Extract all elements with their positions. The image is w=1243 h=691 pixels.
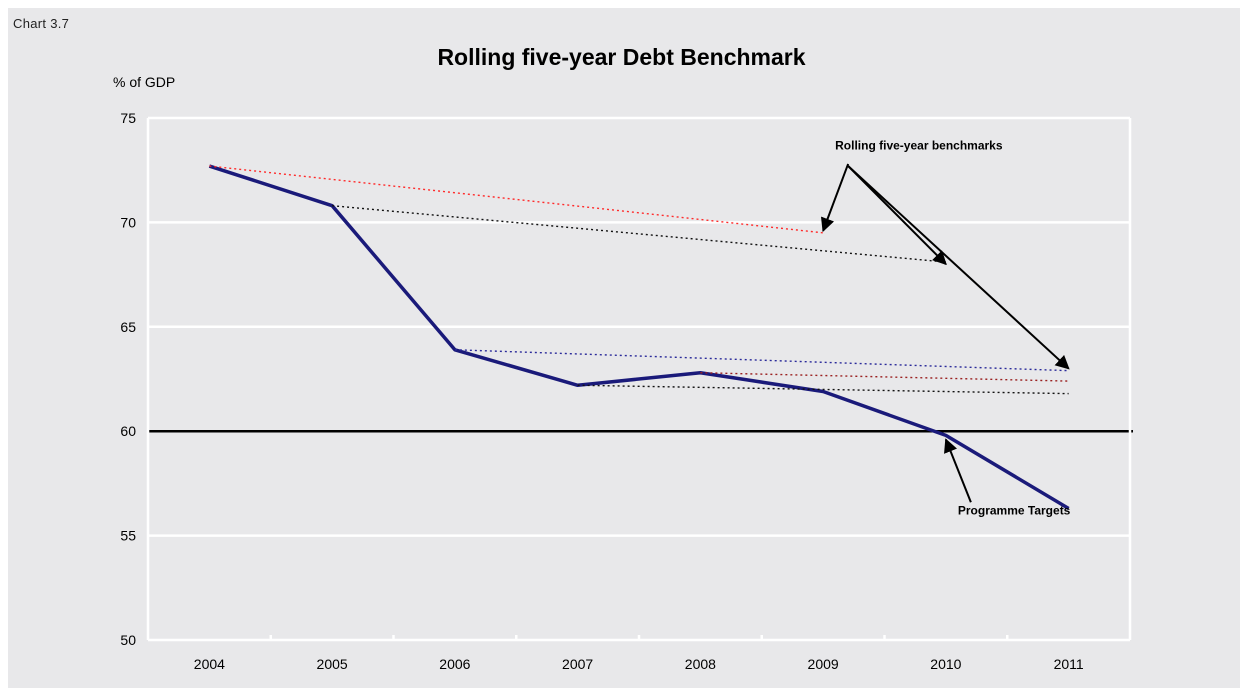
series-line-bench_2006 bbox=[454, 349, 1069, 372]
series-line-bench_2008 bbox=[700, 372, 1069, 382]
chart-panel bbox=[8, 8, 1240, 688]
x-tick-label-2008: 2008 bbox=[685, 656, 716, 672]
y-axis-label: % of GDP bbox=[113, 74, 176, 90]
chart-title: Rolling five-year Debt Benchmark bbox=[437, 44, 806, 70]
annotation-text-0: Rolling five-year benchmarks bbox=[835, 138, 1003, 152]
series-line-bench_2005 bbox=[332, 204, 946, 263]
x-tick-label-2007: 2007 bbox=[562, 656, 593, 672]
y-tick-label-50: 50 bbox=[120, 632, 136, 648]
annotation-arrow-0-1 bbox=[847, 165, 947, 266]
annotation-arrow-0-0 bbox=[820, 163, 850, 233]
series-line-bench_2007 bbox=[577, 384, 1069, 395]
x-tick-label-2005: 2005 bbox=[317, 656, 348, 672]
x-tick-label-2010: 2010 bbox=[930, 656, 961, 672]
x-tick-label-2006: 2006 bbox=[439, 656, 470, 672]
y-tick-label-70: 70 bbox=[120, 214, 136, 230]
y-tick-label-60: 60 bbox=[120, 423, 136, 439]
y-tick-label-55: 55 bbox=[120, 528, 136, 544]
chart-number-label: Chart 3.7 bbox=[13, 16, 70, 31]
series-line-programme bbox=[208, 164, 1070, 510]
x-tick-label-2011: 2011 bbox=[1054, 656, 1084, 672]
x-tick-label-2009: 2009 bbox=[808, 656, 839, 672]
x-tick-label-2004: 2004 bbox=[194, 656, 225, 672]
annotation-text-1: Programme Targets bbox=[958, 504, 1071, 518]
annotation-arrow-1-0 bbox=[944, 438, 972, 503]
y-tick-label-65: 65 bbox=[120, 319, 136, 335]
annotation-arrow-0-2 bbox=[847, 165, 1070, 370]
y-tick-label-75: 75 bbox=[120, 110, 136, 126]
